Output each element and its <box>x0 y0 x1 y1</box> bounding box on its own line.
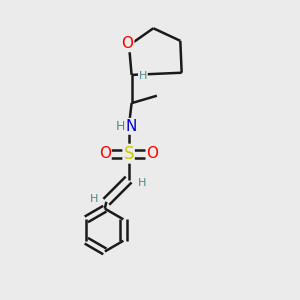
Text: O: O <box>99 146 111 161</box>
Text: O: O <box>146 146 158 161</box>
Text: H: H <box>90 194 98 204</box>
Text: O: O <box>122 36 134 51</box>
Text: N: N <box>125 119 137 134</box>
Text: S: S <box>123 145 134 163</box>
Text: H: H <box>116 120 125 133</box>
Text: H: H <box>139 71 147 81</box>
Text: H: H <box>138 178 146 188</box>
